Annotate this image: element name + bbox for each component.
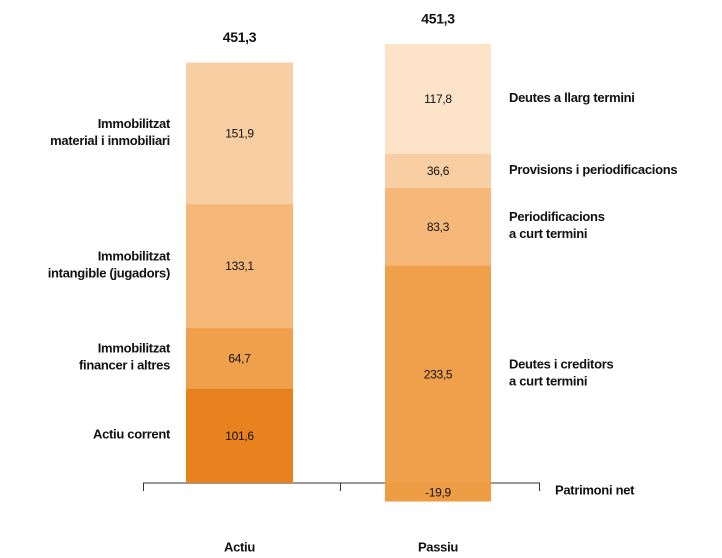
segment-label-line: intangible (jugadors) bbox=[48, 266, 170, 281]
category-label: Passiu bbox=[418, 539, 458, 554]
stack-total: 451,3 bbox=[223, 29, 257, 45]
bar-segment bbox=[385, 265, 491, 483]
segment-label: Deutes a llarg termini bbox=[509, 90, 635, 105]
value-label: 101,6 bbox=[225, 429, 254, 443]
segment-label: Deutes i creditors a curt termini bbox=[509, 357, 613, 389]
segment-label: Provisions i periodificacions bbox=[509, 162, 677, 177]
value-label: 233,5 bbox=[424, 367, 453, 381]
segment-label: Periodificacions a curt termini bbox=[509, 210, 605, 242]
segment-label: Immobilitzat intangible (jugadors) bbox=[48, 249, 171, 281]
segment-label-line: Deutes a llarg termini bbox=[509, 90, 635, 105]
segment-label: Actiu corrent bbox=[93, 427, 171, 442]
segment-label-line: financer i altres bbox=[79, 358, 170, 373]
bar-segment bbox=[186, 388, 293, 483]
segment-label: Immobilitzat material i inmobiliari bbox=[50, 116, 171, 148]
segment-label-line: a curt termini bbox=[509, 374, 587, 389]
segment-label-line: Deutes i creditors bbox=[509, 357, 613, 372]
bar-segment bbox=[385, 153, 491, 188]
segment-label-line: a curt termini bbox=[509, 227, 587, 242]
value-label: 117,8 bbox=[424, 92, 452, 106]
category-label: Actiu bbox=[224, 539, 255, 554]
value-label: 36,6 bbox=[427, 164, 450, 178]
value-label: 133,1 bbox=[225, 259, 254, 273]
bar-segment bbox=[186, 204, 293, 329]
stack-total: 451,3 bbox=[421, 11, 455, 27]
segment-label-line: Immobilitzat bbox=[98, 116, 171, 131]
value-label: 83,3 bbox=[427, 220, 450, 234]
bar-segment bbox=[385, 44, 491, 154]
segment-label: Immobilitzat financer i altres bbox=[79, 341, 171, 373]
segment-label-line: Immobilitzat bbox=[98, 249, 171, 264]
segment-label: Patrimoni net bbox=[555, 483, 635, 498]
segment-label-line: Periodificacions bbox=[509, 210, 605, 225]
segment-label-line: Actiu corrent bbox=[93, 427, 171, 442]
value-label: 64,7 bbox=[228, 351, 251, 365]
segment-label-line: Patrimoni net bbox=[555, 483, 635, 498]
bar-segment bbox=[186, 62, 293, 205]
bar-segment bbox=[385, 483, 491, 502]
bar-segment bbox=[385, 187, 491, 266]
value-label: -19,9 bbox=[425, 485, 451, 499]
value-label: 151,9 bbox=[225, 126, 254, 140]
segment-label-line: material i inmobiliari bbox=[50, 133, 170, 148]
segment-label-line: Immobilitzat bbox=[98, 341, 171, 356]
segment-label-line: Provisions i periodificacions bbox=[509, 162, 677, 177]
bar-segment bbox=[186, 328, 293, 389]
